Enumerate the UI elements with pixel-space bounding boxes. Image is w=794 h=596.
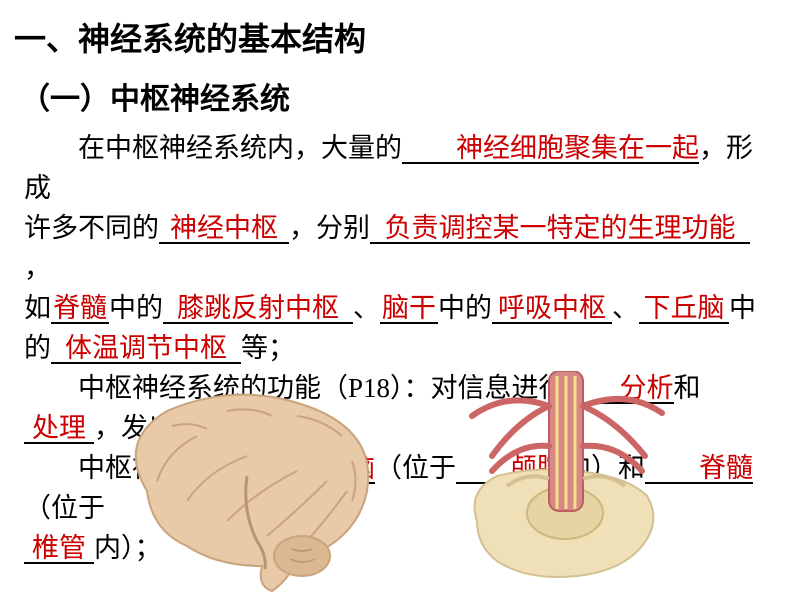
text: 等； [241, 333, 295, 363]
text: 中 [729, 293, 756, 323]
text: 、 [353, 293, 380, 323]
blank-5: 膝跳反射中枢 [163, 294, 353, 324]
brain-illustration [97, 381, 397, 596]
text: 、 [612, 293, 639, 323]
section-subtitle: （一）中枢神经系统 [0, 60, 794, 118]
brain-icon [97, 381, 397, 596]
page-title: 一、神经系统的基本结构 [0, 0, 794, 60]
paragraph-1-line4: 的体温调节中枢等； [24, 328, 770, 368]
blank-6: 脑干 [380, 294, 438, 324]
blank-2: 神经中枢 [159, 214, 289, 244]
blank-3: 负责调控某一特定的生理功能 [370, 214, 750, 244]
blank-7: 呼吸中枢 [492, 294, 612, 324]
blank-8: 下丘脑 [639, 294, 729, 324]
blank-9: 体温调节中枢 [51, 334, 241, 364]
text: 中的 [438, 293, 492, 323]
illustration-row [0, 366, 794, 596]
text: 许多不同的 [24, 213, 159, 243]
paragraph-1-line3: 如脊髓中的膝跳反射中枢、脑干中的呼吸中枢、下丘脑中 [24, 288, 770, 328]
paragraph-1-line2: 许多不同的神经中枢，分别负责调控某一特定的生理功能 ， [24, 208, 770, 288]
spine-icon [437, 371, 697, 596]
text: ， [24, 253, 51, 283]
text: 的 [24, 333, 51, 363]
text: 如 [24, 293, 51, 323]
text: 在中枢神经系统内，大量的 [78, 133, 402, 163]
blank-4: 脊髓 [51, 294, 109, 324]
text: ，分别 [289, 213, 370, 243]
text: 中的 [109, 293, 163, 323]
blank-1: 神经细胞聚集在一起 [402, 134, 699, 164]
spine-illustration [437, 371, 697, 596]
paragraph-1: 在中枢神经系统内，大量的神经细胞聚集在一起，形成 [24, 128, 770, 208]
